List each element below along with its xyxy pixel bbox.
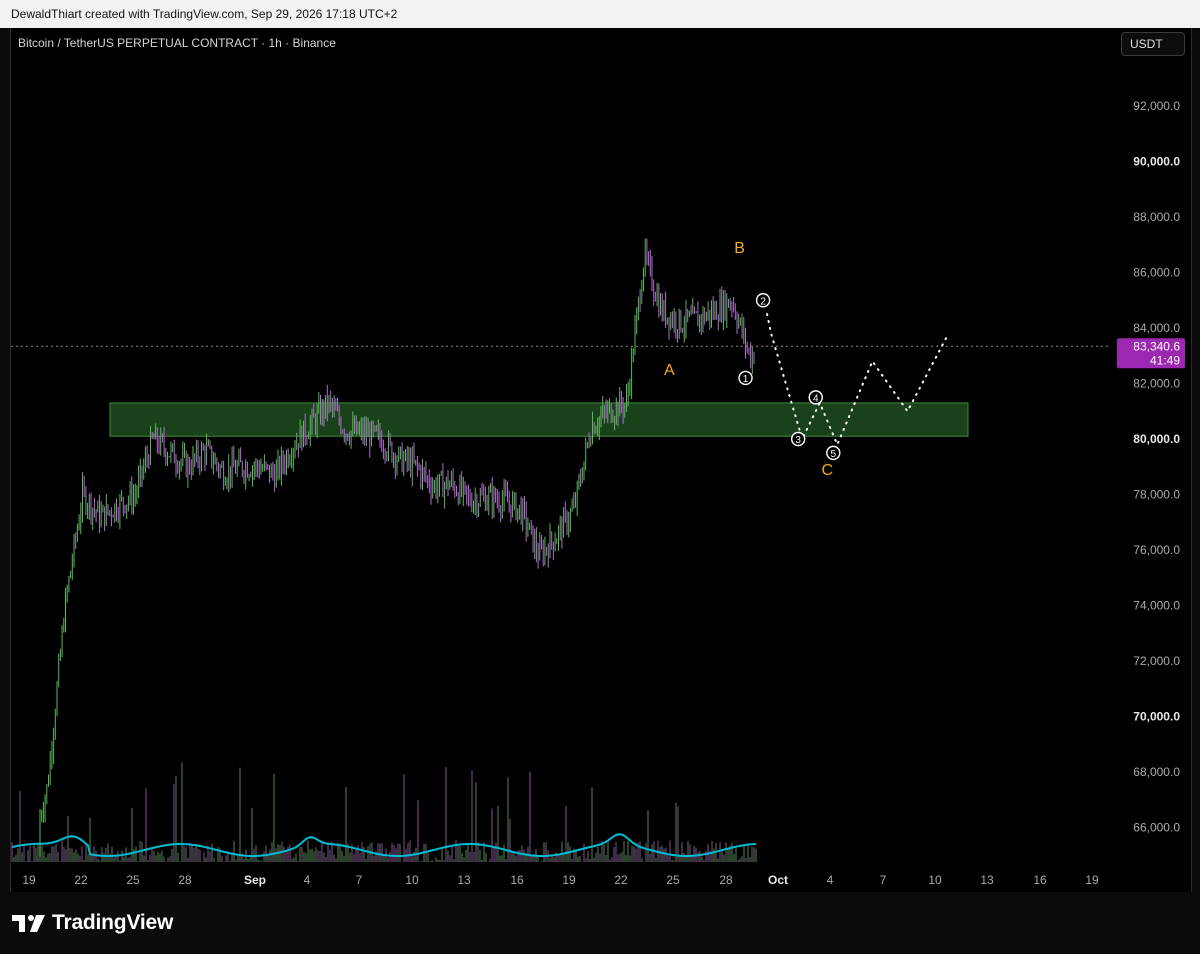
- wave-label-a: A: [664, 362, 675, 379]
- time-tick-label: 13: [457, 873, 471, 887]
- support-zone[interactable]: [109, 402, 969, 437]
- time-tick-label: 19: [562, 873, 576, 887]
- price-tick-label: 74,000.0: [1133, 599, 1180, 613]
- wave-label-c: C: [822, 462, 834, 479]
- current-price-badge: [1117, 338, 1185, 369]
- wave-circle-2: [755, 293, 771, 308]
- price-tick-label: 80,000.0: [1133, 432, 1180, 446]
- price-tick-label: 86,000.0: [1133, 266, 1180, 280]
- attribution-text: DewaldThiart created with TradingView.co…: [11, 7, 398, 21]
- time-tick-label: 28: [178, 873, 192, 887]
- wave-circle-label: 2: [760, 296, 766, 307]
- price-tick-label: 66,000.0: [1133, 821, 1180, 835]
- time-tick-label: 16: [510, 873, 524, 887]
- time-tick-label: 22: [614, 873, 628, 887]
- tradingview-logo-icon: [12, 915, 45, 932]
- tradingview-logo-text: TradingView: [52, 911, 174, 934]
- time-tick-label: 28: [719, 873, 733, 887]
- wave-circle-label: 3: [795, 435, 801, 446]
- volume-average-line: [11, 833, 757, 857]
- wave-circle-5: [826, 445, 841, 461]
- wave-circle-1: [738, 370, 753, 386]
- price-tick-label: 72,000.0: [1133, 654, 1180, 668]
- time-tick-label: 7: [880, 873, 887, 887]
- time-tick-label: 10: [405, 873, 419, 887]
- time-tick-label: 10: [928, 873, 942, 887]
- price-tick-label: 78,000.0: [1133, 488, 1180, 502]
- price-tick-label: 84,000.0: [1133, 321, 1180, 335]
- time-tick-label: 13: [980, 873, 994, 887]
- wave-circle-3: [791, 431, 806, 447]
- price-tick-label: 90,000.0: [1133, 155, 1180, 169]
- price-tick-label: 68,000.0: [1133, 765, 1180, 779]
- wave-circle-label: 4: [813, 393, 819, 404]
- attribution-bar: DewaldThiart created with TradingView.co…: [0, 0, 1200, 28]
- elliott-projection-path[interactable]: [766, 313, 949, 448]
- symbol-title: Bitcoin / TetherUS PERPETUAL CONTRACT · …: [18, 36, 336, 50]
- price-tick-label: 82,000.0: [1133, 377, 1180, 391]
- tradingview-logo: TradingView: [12, 911, 173, 935]
- wave-circle-4: [808, 390, 823, 405]
- price-tick-label: 70,000.0: [1133, 710, 1180, 724]
- wave-circle-label: 5: [831, 449, 837, 460]
- current-price-value: 83,340.6: [1133, 339, 1180, 353]
- time-tick-label: 4: [304, 873, 311, 887]
- time-tick-label: Sep: [244, 873, 266, 887]
- time-tick-label: 19: [22, 873, 36, 887]
- wave-circle-label: 1: [743, 374, 749, 385]
- price-tick-label: 76,000.0: [1133, 543, 1180, 557]
- time-tick-label: 4: [827, 873, 834, 887]
- price-tick-label: 92,000.0: [1133, 99, 1180, 113]
- time-tick-label: 22: [74, 873, 88, 887]
- time-tick-label: 19: [1085, 873, 1099, 887]
- time-tick-label: Oct: [768, 873, 788, 887]
- wave-label-b: B: [734, 240, 745, 257]
- price-tick-label: 88,000.0: [1133, 210, 1180, 224]
- bar-countdown: 41:49: [1150, 353, 1180, 367]
- time-tick-label: 25: [666, 873, 680, 887]
- time-tick-label: 25: [126, 873, 140, 887]
- footer: [0, 892, 1200, 954]
- currency-selector[interactable]: USDT: [1121, 32, 1185, 56]
- time-tick-label: 16: [1033, 873, 1047, 887]
- time-tick-label: 7: [356, 873, 363, 887]
